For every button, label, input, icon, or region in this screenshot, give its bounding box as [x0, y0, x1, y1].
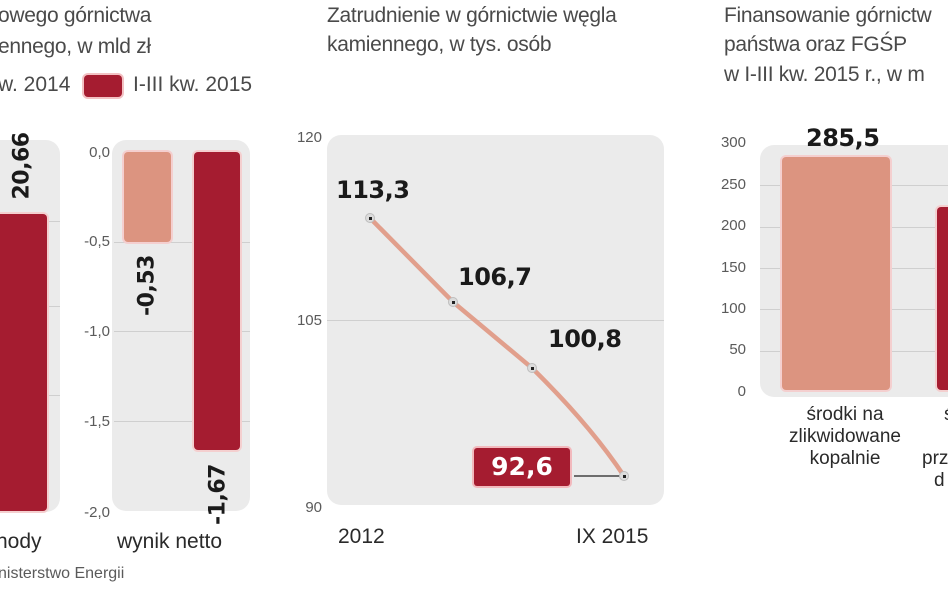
revenue-category-label: hody: [0, 530, 42, 553]
funding-ytick-200: 200: [720, 217, 746, 234]
funding-ytick-250: 250: [720, 176, 746, 193]
point-label-2012: 113,3: [336, 176, 410, 204]
legend-2015-swatch: [84, 75, 122, 97]
funding-bar-closed-mines: [782, 157, 890, 390]
category-line: kopalnie: [809, 448, 881, 469]
right-title-line2: państwa oraz FGŚP: [724, 33, 907, 56]
net-ytick-3: -1,5: [84, 413, 110, 430]
funding-ytick-100: 100: [720, 300, 746, 317]
funding-category-closed-mines: środki na zlikwidowane kopalnie: [770, 404, 920, 470]
net-ytick-2: -1,0: [84, 323, 110, 340]
point-label-ix-2015-highlight: 92,6: [474, 448, 570, 486]
category-line: prz: [922, 448, 948, 469]
point-label-2014: 100,8: [548, 325, 622, 353]
gridline: [114, 242, 250, 243]
category-line: d: [934, 470, 945, 491]
funding-ytick-0: 0: [737, 383, 746, 400]
left-title-line2: ennego, w mld zł: [0, 35, 151, 58]
net-category-label: wynik netto: [117, 530, 223, 553]
point-label-2013: 106,7: [458, 263, 532, 291]
right-title-line1: Finansowanie górnictw: [724, 4, 932, 27]
data-point-marker: [528, 364, 536, 372]
net-ytick-1: -0,5: [84, 233, 110, 250]
data-point-marker: [620, 472, 628, 480]
category-line: zlikwidowane: [789, 426, 901, 447]
legend-2014-label: w. 2014: [0, 73, 71, 96]
x-label-ix-2015: IX 2015: [576, 525, 649, 548]
funding-value-closed-mines: 285,5: [806, 124, 880, 152]
right-title-line3: w I-III kw. 2015 r., w m: [724, 63, 925, 86]
net-ytick-0: 0,0: [89, 144, 110, 161]
net-ytick-4: -2,0: [84, 504, 110, 521]
source-note: nisterstwo Energii: [0, 565, 125, 582]
employment-ytick-120: 120: [296, 129, 322, 146]
data-point-marker: [366, 214, 374, 222]
employment-ytick-105: 105: [296, 312, 322, 329]
middle-title-line2: kamiennego, w tys. osób: [327, 33, 552, 56]
legend-2015-label: I-III kw. 2015: [133, 73, 253, 96]
funding-category-second: ś prz d: [922, 404, 948, 492]
gridline: [327, 320, 664, 321]
funding-ytick-300: 300: [720, 134, 746, 151]
data-point-marker: [449, 298, 457, 306]
revenue-bar-2015: [0, 214, 47, 511]
x-label-2012: 2012: [338, 525, 385, 548]
funding-bar-second: [937, 207, 948, 390]
category-line: środki na: [806, 404, 884, 425]
net-bar-2014: [124, 152, 171, 242]
left-title-line1: owego górnictwa: [0, 4, 152, 27]
middle-title-line1: Zatrudnienie w górnictwie węgla: [327, 4, 617, 27]
funding-ytick-50: 50: [729, 341, 746, 358]
net-bar-2015: [194, 152, 240, 450]
employment-ytick-90: 90: [305, 499, 322, 516]
gridline: [114, 421, 250, 422]
gridline: [114, 331, 250, 332]
category-line: ś: [922, 404, 948, 426]
funding-ytick-150: 150: [720, 259, 746, 276]
